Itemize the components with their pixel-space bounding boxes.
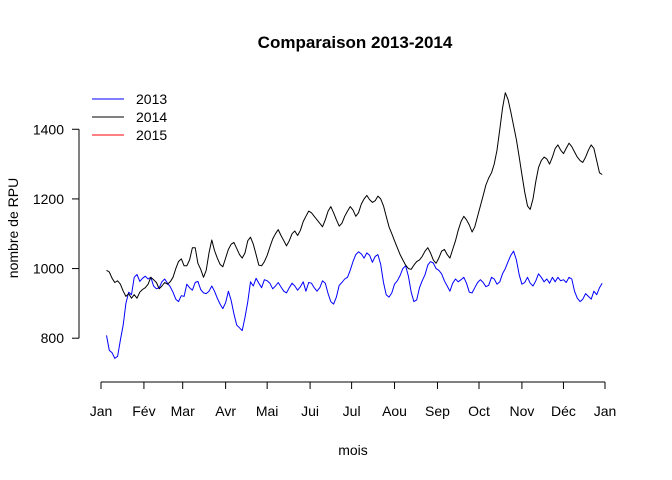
y-tick-label: 1400 <box>33 121 64 137</box>
x-tick-label: Déc <box>551 403 576 419</box>
x-axis: Jan Fév Mar Avr Mai Jui Jul Aou Sep Oct Nov Déc Jan <box>90 381 617 419</box>
x-tick-label: Mar <box>171 403 195 419</box>
x-tick-label: Aou <box>382 403 407 419</box>
plot-area <box>106 92 603 359</box>
x-tick-label: Avr <box>215 403 236 419</box>
x-tick-label: Mai <box>256 403 279 419</box>
legend-label-2014: 2014 <box>136 109 167 125</box>
y-tick-label: 800 <box>41 330 65 346</box>
x-axis-label: mois <box>338 442 368 458</box>
series-line-2014 <box>106 92 603 299</box>
x-tick-label: Jan <box>90 403 113 419</box>
x-tick-label: Fév <box>132 403 155 419</box>
chart-title: Comparaison 2013-2014 <box>258 33 453 52</box>
legend-label-2015: 2015 <box>136 127 167 143</box>
y-axis: 800 1000 1200 1400 <box>33 121 80 346</box>
y-axis-label: nombre de RPU <box>5 178 21 278</box>
x-tick-label: Nov <box>509 403 534 419</box>
y-tick-label: 1000 <box>33 261 64 277</box>
legend-label-2013: 2013 <box>136 91 167 107</box>
x-tick-label: Oct <box>468 403 490 419</box>
x-tick-label: Jan <box>594 403 617 419</box>
x-tick-label: Jui <box>301 403 319 419</box>
x-tick-label: Jul <box>343 403 361 419</box>
series-line-2013 <box>106 250 603 359</box>
legend: 2013 2014 2015 <box>92 91 167 143</box>
x-tick-label: Sep <box>425 403 450 419</box>
y-tick-label: 1200 <box>33 191 64 207</box>
